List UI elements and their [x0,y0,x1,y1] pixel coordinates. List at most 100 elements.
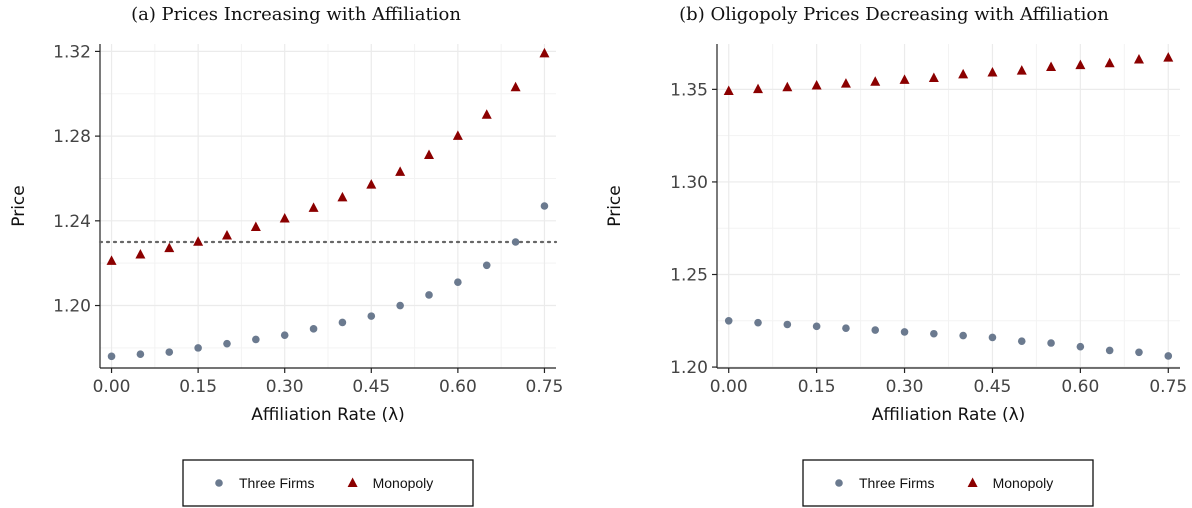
data-point-three-firms [396,301,404,310]
y-tick-label: 1.20 [53,297,91,317]
y-tick-label: 1.35 [670,80,708,100]
data-point-monopoly [1104,57,1115,68]
x-tick-label: 0.45 [974,377,1012,397]
data-point-three-firms [930,329,938,338]
chart-title: (a) Prices Increasing with Affiliation [131,4,461,25]
data-point-monopoly [870,76,881,86]
chart-panel-b: (b) Oligopoly Prices Decreasing with Aff… [596,0,1192,508]
data-point-three-firms [1076,342,1085,351]
data-point-three-firms [309,325,318,333]
y-tick-label: 1.24 [53,212,91,232]
data-point-monopoly [135,249,146,259]
data-point-three-firms [540,202,549,210]
data-point-three-firms [338,318,347,327]
data-point-monopoly [928,72,939,83]
data-point-three-firms [1164,352,1173,360]
y-tick-label: 1.25 [670,266,708,286]
chart-panel-a: (a) Prices Increasing with Affiliation 0… [9,4,564,507]
legend: Three Firms Monopoly [802,459,1094,507]
legend-key-three-firms [835,479,843,487]
data-point-three-firms [812,322,821,331]
data-point-three-firms [194,344,202,352]
data-point-monopoly [1133,54,1144,64]
data-point-three-firms [724,316,733,325]
x-tick-label: 0.75 [1149,377,1187,397]
data-point-three-firms [1105,346,1114,355]
x-tick-label: 0.00 [710,377,748,397]
x-tick-label: 0.00 [93,377,131,397]
data-point-monopoly [510,81,521,92]
x-axis-title: Affiliation Rate (λ) [251,405,405,425]
data-point-three-firms [842,324,850,332]
legend: Three Firms Monopoly [182,459,474,507]
data-point-three-firms [988,333,997,342]
x-tick-label: 0.30 [266,377,304,397]
data-point-monopoly [250,221,261,231]
y-axis-title: Price [9,185,29,226]
data-point-monopoly [1046,61,1057,71]
data-point-three-firms [783,320,792,329]
legend-box [182,459,474,507]
data-point-monopoly [279,213,290,223]
x-tick-label: 0.75 [526,377,564,397]
data-point-monopoly [782,81,793,92]
x-tick-label: 0.15 [179,377,217,397]
data-point-three-firms [425,291,433,299]
data-point-monopoly [481,109,492,119]
data-point-monopoly [987,66,998,77]
data-point-three-firms [482,261,491,270]
legend-key-monopoly [347,477,358,487]
legend-key-three-firms [215,479,223,487]
data-point-three-firms [1135,348,1143,357]
data-point-three-firms [1047,339,1055,347]
legend-label: Monopoly [373,475,434,491]
data-point-three-firms [136,350,145,359]
data-point-monopoly [164,242,175,253]
data-point-monopoly [811,79,822,90]
legend-label: Monopoly [993,475,1054,491]
data-point-monopoly [1075,59,1086,70]
data-point-three-firms [107,352,116,361]
y-tick-label: 1.20 [670,358,708,378]
x-tick-label: 0.60 [439,377,477,397]
data-point-three-firms [454,278,462,287]
chart-b-svg: 0.00 0.15 0.30 0.45 0.60 0.75 1.20 1.25 1.30 1.35… [605,44,1187,507]
y-tick-label: 1.28 [53,127,91,147]
data-point-three-firms [511,238,520,246]
data-point-monopoly [193,236,204,246]
data-point-three-firms [871,326,880,334]
data-point-monopoly [1163,52,1174,62]
data-point-monopoly [753,83,764,94]
x-axis-title: Affiliation Rate (λ) [872,405,1026,425]
x-tick-label: 0.30 [886,377,924,397]
data-point-monopoly [840,78,851,88]
data-point-monopoly [958,68,969,79]
data-point-monopoly [899,74,910,84]
legend-label: Three Firms [859,475,934,491]
data-point-three-firms [367,312,376,320]
data-point-monopoly [723,85,734,96]
data-point-three-firms [1017,337,1026,345]
data-point-monopoly [337,191,348,202]
data-point-monopoly [539,47,550,58]
data-point-three-firms [280,331,289,339]
data-point-monopoly [221,229,232,240]
data-point-monopoly [366,179,377,189]
data-point-monopoly [452,130,463,140]
data-point-monopoly [106,255,117,265]
y-tick-label: 1.30 [670,173,708,193]
x-tick-label: 0.45 [352,377,390,397]
legend-label: Three Firms [239,475,314,491]
x-tick-label: 0.60 [1061,377,1099,397]
data-point-monopoly [1016,65,1027,75]
data-point-three-firms [959,331,967,340]
data-point-monopoly [395,166,406,176]
data-point-three-firms [754,318,762,327]
x-tick-label: 0.15 [798,377,836,397]
y-tick-label: 1.32 [53,42,91,62]
data-point-monopoly [424,149,435,159]
data-point-three-firms [900,328,909,336]
chart-a-svg: 0.00 0.15 0.30 0.45 0.60 0.75 1.20 1.24 1.28 1.32… [9,42,564,507]
y-axis-title: Price [605,185,625,226]
legend-key-monopoly [967,477,978,487]
